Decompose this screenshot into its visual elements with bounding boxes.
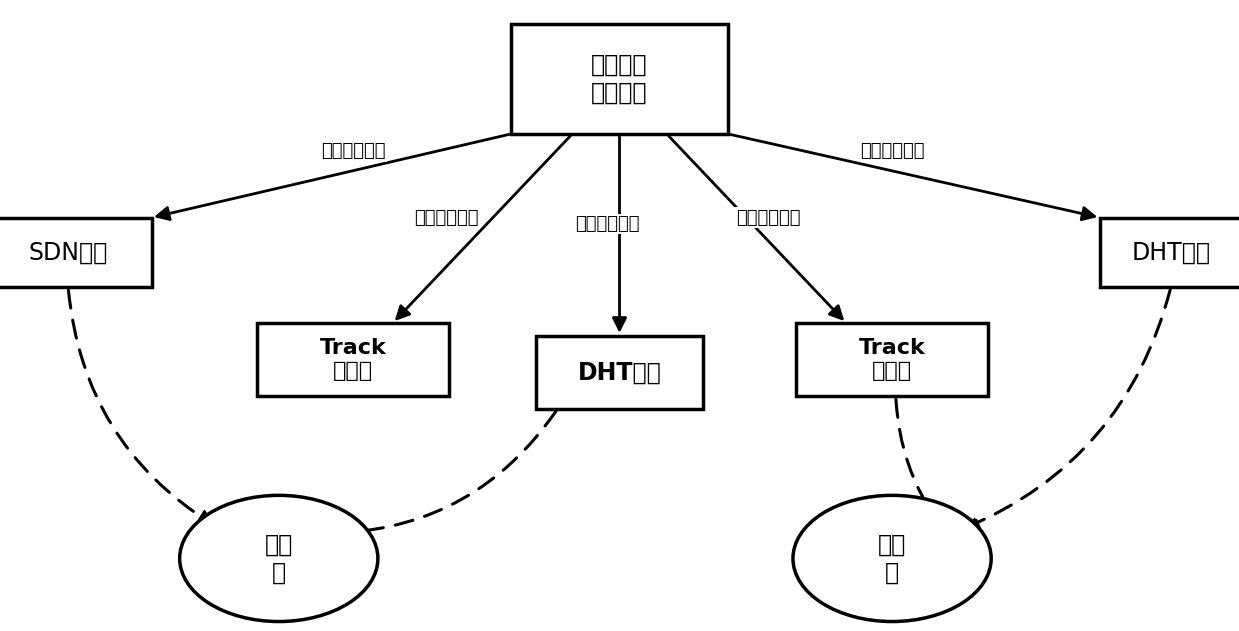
Text: 服务
器: 服务 器 <box>265 533 292 584</box>
FancyArrowPatch shape <box>341 411 556 538</box>
FancyBboxPatch shape <box>1100 218 1239 287</box>
Text: SDN网络: SDN网络 <box>28 240 108 264</box>
FancyArrowPatch shape <box>396 136 570 319</box>
Text: 发送调度结果: 发送调度结果 <box>321 143 385 160</box>
FancyArrowPatch shape <box>896 399 938 522</box>
Text: 发送调度结果: 发送调度结果 <box>860 143 924 160</box>
Ellipse shape <box>793 495 991 622</box>
FancyBboxPatch shape <box>795 323 989 396</box>
Text: DHT网络: DHT网络 <box>1131 240 1211 264</box>
FancyArrowPatch shape <box>68 290 212 524</box>
Text: 集中控制
服务器端: 集中控制 服务器端 <box>591 53 648 105</box>
FancyArrowPatch shape <box>669 136 843 319</box>
Ellipse shape <box>180 495 378 622</box>
Text: Track
服务器: Track 服务器 <box>320 338 387 381</box>
FancyArrowPatch shape <box>157 134 509 220</box>
Text: 发送调度结果: 发送调度结果 <box>414 209 478 227</box>
FancyArrowPatch shape <box>730 134 1094 220</box>
Text: Track
服务器: Track 服务器 <box>859 338 926 381</box>
Text: 发送调度结果: 发送调度结果 <box>575 215 639 233</box>
FancyBboxPatch shape <box>256 323 449 396</box>
Text: DHT网络: DHT网络 <box>577 360 662 384</box>
FancyArrowPatch shape <box>966 290 1170 529</box>
FancyBboxPatch shape <box>0 218 151 287</box>
FancyArrowPatch shape <box>613 136 626 330</box>
Text: 服务
器: 服务 器 <box>878 533 906 584</box>
FancyBboxPatch shape <box>535 336 704 409</box>
Text: 发送调度结果: 发送调度结果 <box>736 209 800 227</box>
FancyBboxPatch shape <box>510 23 727 134</box>
